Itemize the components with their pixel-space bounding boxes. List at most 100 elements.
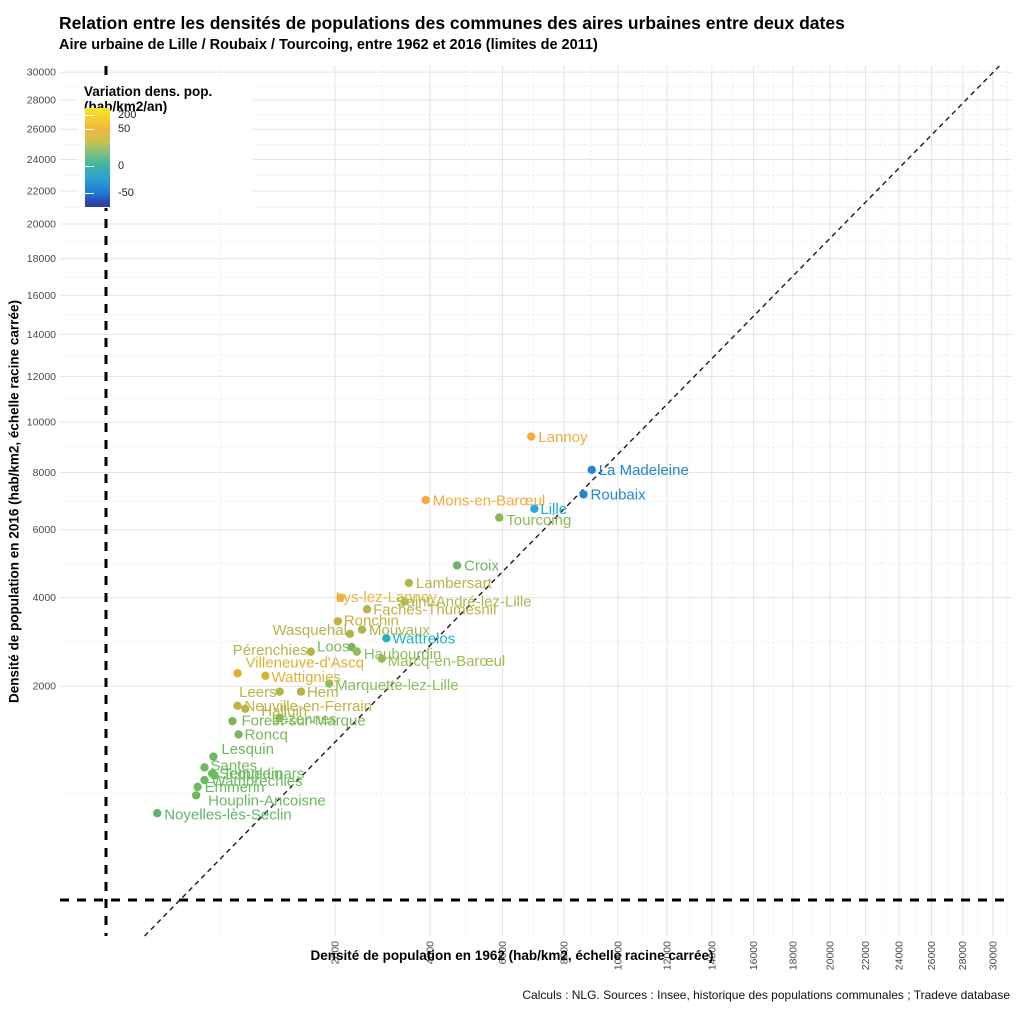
data-point: [404, 578, 414, 588]
data-point: [234, 730, 243, 739]
data-point: [261, 671, 270, 680]
x-tick-label: 8000: [558, 941, 570, 965]
y-tick-label: 24000: [27, 154, 56, 166]
data-point: [527, 432, 536, 441]
data-point-label: Pérenchies: [233, 642, 308, 659]
data-point-label: Saint-André-lez-Lille: [397, 594, 532, 611]
data-point-label: Hem: [307, 684, 339, 701]
data-point-label: Noyelles-lès-Seclin: [164, 806, 292, 823]
data-point-label: Lannoy: [538, 429, 588, 446]
data-point-label: Leers: [239, 684, 277, 701]
data-point-label: Wasquehal: [272, 622, 347, 639]
data-point-label: Neuville-en-Ferrain: [245, 698, 373, 715]
data-point: [241, 704, 250, 713]
data-point: [352, 647, 362, 656]
y-tick-label: 2000: [33, 681, 57, 693]
data-point-label: Tourcoing: [506, 512, 571, 529]
data-point-label: Loos: [317, 638, 350, 655]
data-point: [377, 654, 386, 663]
data-point: [296, 687, 306, 696]
x-tick-label: 26000: [926, 941, 938, 970]
data-point: [306, 647, 315, 656]
data-point: [495, 513, 504, 522]
page-title: Relation entre les densités de populatio…: [59, 13, 845, 33]
y-tick-label: 26000: [27, 124, 56, 136]
legend-colorbar-tick: [85, 165, 94, 167]
y-axis-title: Densité de population en 2016 (hab/km2, …: [6, 300, 22, 703]
y-tick-label: 22000: [27, 186, 56, 198]
data-point-label: Lesquin: [221, 741, 274, 758]
legend-colorbar-tick: [85, 114, 94, 116]
x-axis-title: Densité de population en 1962 (hab/km2, …: [310, 948, 714, 963]
data-point-label: Templemars: [223, 766, 305, 783]
legend: Variation dens. pop. (hab/km2/an) 200 50 0…: [78, 82, 253, 208]
data-point: [362, 605, 372, 614]
data-point: [209, 752, 218, 761]
data-point-label: Croix: [464, 558, 500, 575]
data-point-label: Lambersart: [416, 575, 493, 592]
y-tick-label: 14000: [27, 329, 56, 341]
data-point-label: Lille: [540, 501, 567, 518]
data-point-label: Marcq-en-Barœul: [388, 653, 506, 670]
data-point-label: La Madeleine: [599, 462, 689, 479]
legend-tick-label: 50: [118, 122, 131, 135]
x-tick-label: 4000: [424, 941, 436, 965]
data-point: [275, 687, 284, 696]
data-point-label: Forest-sur-Marque: [241, 712, 365, 729]
data-point-label: Faches-Thumesnil: [373, 601, 496, 618]
data-point-label: Santes: [210, 758, 257, 775]
x-tick-label: 2000: [329, 941, 341, 965]
data-point: [421, 495, 430, 505]
data-point: [200, 775, 209, 785]
legend-tick-label: 200: [118, 108, 137, 121]
data-point: [210, 771, 219, 780]
data-point-label: Villeneuve-d'Ascq: [246, 654, 365, 671]
data-point-label: Halluin: [261, 703, 307, 720]
data-point: [233, 669, 242, 678]
data-point-label: Lézennes: [272, 711, 337, 728]
caption: Calculs : NLG. Sources : Insee, historiq…: [522, 988, 1010, 1002]
x-tick-label: 20000: [825, 941, 837, 970]
data-point: [333, 617, 343, 626]
data-point: [153, 808, 162, 818]
data-point: [400, 597, 409, 606]
legend-tick-label: -50: [118, 187, 134, 200]
y-tick-label: 12000: [27, 371, 56, 383]
x-tick-label: 30000: [987, 941, 999, 970]
x-tick-label: 16000: [748, 941, 760, 970]
y-tick-label: 10000: [27, 417, 56, 429]
data-point-label: Sequedin: [219, 766, 282, 783]
data-point: [587, 465, 596, 474]
data-point: [452, 561, 462, 570]
y-tick-label: 30000: [27, 67, 56, 79]
data-point-label: Emmerin: [205, 779, 265, 796]
y-tick-label: 16000: [27, 290, 56, 302]
data-point: [324, 679, 334, 688]
data-point: [579, 490, 588, 499]
data-point-label: Lys-lez-Lannoy: [336, 589, 438, 606]
data-point-label: Wattignies: [271, 669, 340, 686]
data-point-label: Ronchin: [344, 612, 399, 629]
data-point: [228, 716, 237, 726]
y-tick-label: 6000: [33, 524, 57, 536]
x-tick-label: 12000: [661, 941, 673, 970]
data-point: [200, 763, 209, 772]
data-point: [233, 701, 242, 711]
x-tick-label: 6000: [497, 941, 509, 965]
x-tick-label: 10000: [613, 941, 625, 970]
data-point-label: Roubaix: [591, 487, 647, 504]
x-tick-label: 14000: [706, 941, 718, 970]
data-point-label: Roncq: [245, 727, 288, 744]
page-subtitle: Aire urbaine de Lille / Roubaix / Tourco…: [59, 37, 598, 53]
data-point: [191, 791, 201, 800]
legend-colorbar: [85, 108, 110, 207]
data-point: [336, 593, 345, 602]
x-tick-label: 24000: [894, 941, 906, 970]
x-tick-label: 28000: [957, 941, 969, 970]
y-tick-label: 28000: [27, 95, 56, 107]
x-tick-label: 22000: [860, 941, 872, 970]
legend-colorbar-tick: [85, 193, 94, 195]
data-point: [345, 629, 355, 639]
y-tick-label: 20000: [27, 219, 56, 231]
